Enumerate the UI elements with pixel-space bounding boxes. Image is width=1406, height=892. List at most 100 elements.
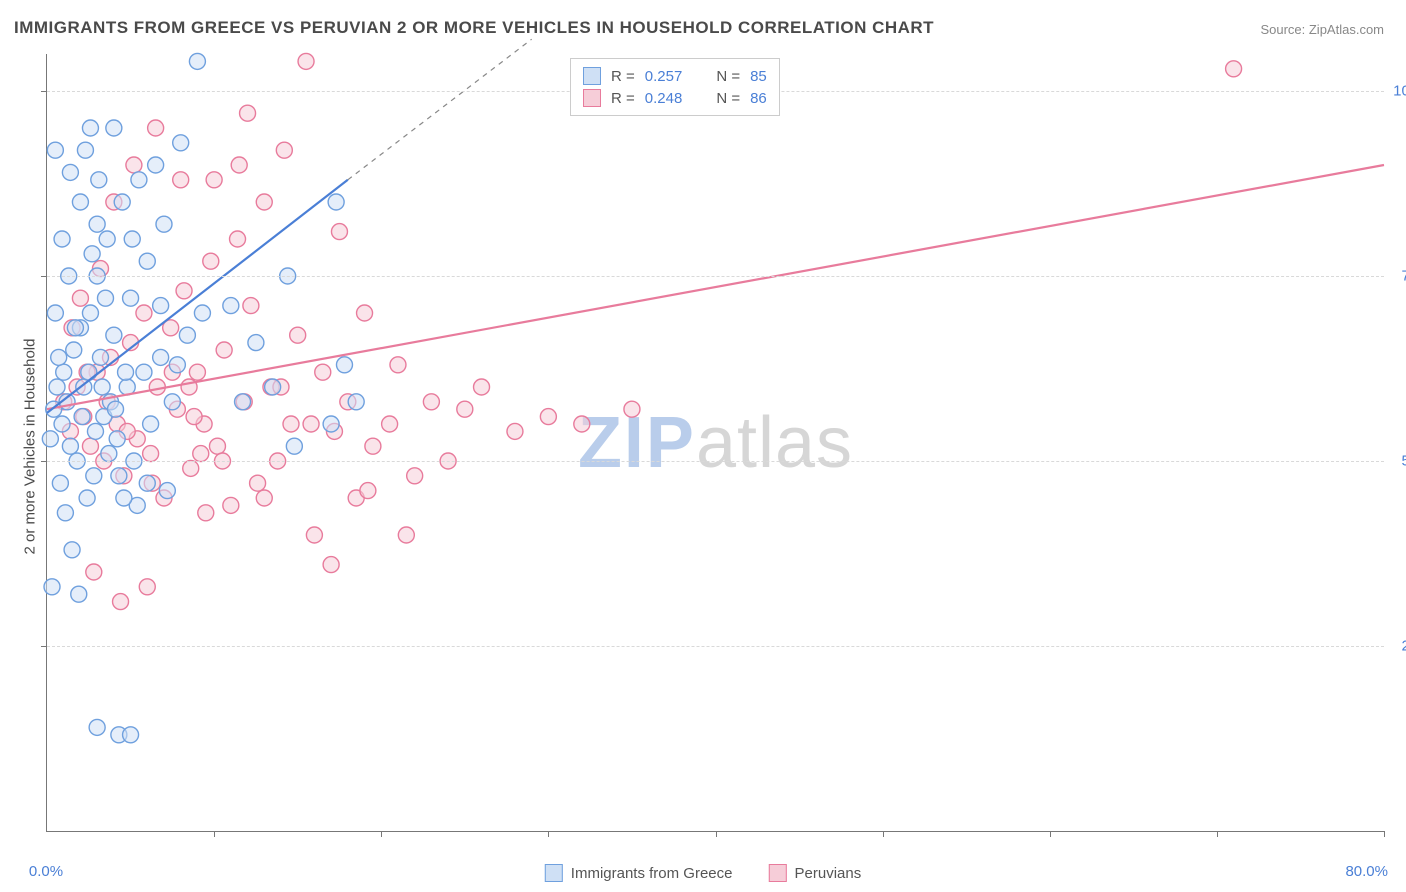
peruvian-point (209, 438, 225, 454)
greece-point (81, 364, 97, 380)
peruvian-point (230, 231, 246, 247)
legend-r-value: 0.248 (645, 90, 683, 107)
greece-point (57, 505, 73, 521)
greece-point (47, 142, 63, 158)
x-tick (1217, 831, 1218, 837)
peruvian-point (139, 579, 155, 595)
peruvian-point (474, 379, 490, 395)
greece-point (106, 327, 122, 343)
peruvian-point (250, 475, 266, 491)
greece-point (159, 483, 175, 499)
x-tick (883, 831, 884, 837)
peruvian-point (574, 416, 590, 432)
x-tick (381, 831, 382, 837)
greece-point (86, 468, 102, 484)
greece-point (44, 579, 60, 595)
y-axis-title-wrap: 2 or more Vehicles in Household (20, 0, 40, 892)
y-tick-label: 50.0% (1392, 453, 1406, 470)
greece-point (87, 423, 103, 439)
gridline-h (47, 461, 1384, 462)
peruvian-point (256, 490, 272, 506)
legend-swatch (583, 89, 601, 107)
gridline-h (47, 276, 1384, 277)
greece-point (148, 157, 164, 173)
x-tick (1050, 831, 1051, 837)
greece-point (56, 364, 72, 380)
greece-point (248, 335, 264, 351)
greece-point (62, 164, 78, 180)
greece-trend-extension (348, 39, 532, 180)
peruvian-point (176, 283, 192, 299)
greece-point (194, 305, 210, 321)
greece-point (94, 379, 110, 395)
peruvian-point (423, 394, 439, 410)
greece-point (336, 357, 352, 373)
greece-point (92, 349, 108, 365)
greece-point (136, 364, 152, 380)
chart-title: IMMIGRANTS FROM GREECE VS PERUVIAN 2 OR … (14, 18, 934, 38)
greece-point (47, 305, 63, 321)
greece-point (72, 194, 88, 210)
peruvian-point (126, 157, 142, 173)
peruvian-point (186, 409, 202, 425)
chart-svg (47, 54, 1384, 831)
series-legend-item: Peruvians (769, 864, 862, 882)
x-axis-max-label: 80.0% (1345, 863, 1388, 880)
greece-point (109, 431, 125, 447)
y-axis-title: 2 or more Vehicles in Household (22, 338, 39, 554)
peruvian-point (198, 505, 214, 521)
peruvian-point (540, 409, 556, 425)
peruvian-point (365, 438, 381, 454)
greece-point (108, 401, 124, 417)
greece-point (106, 120, 122, 136)
peruvian-point (240, 105, 256, 121)
plot-area: ZIPatlas 25.0%50.0%75.0%100.0% (46, 54, 1384, 832)
greece-point (131, 172, 147, 188)
greece-point (97, 290, 113, 306)
x-tick (716, 831, 717, 837)
peruvian-point (216, 342, 232, 358)
y-tick (41, 276, 47, 277)
greece-point (123, 290, 139, 306)
peruvian-point (173, 172, 189, 188)
peruvian-point (398, 527, 414, 543)
greece-point (79, 490, 95, 506)
greece-point (143, 416, 159, 432)
greece-point (54, 416, 70, 432)
greece-point (118, 364, 134, 380)
peruvian-point (203, 253, 219, 269)
greece-point (156, 216, 172, 232)
greece-point (101, 446, 117, 462)
greece-point (114, 194, 130, 210)
greece-point (286, 438, 302, 454)
greece-point (111, 468, 127, 484)
legend-n-value: 86 (750, 90, 767, 107)
peruvian-point (193, 446, 209, 462)
greece-point (153, 298, 169, 314)
correlation-legend-row: R =0.257N =85 (583, 65, 767, 87)
peruvian-point (136, 305, 152, 321)
greece-point (153, 349, 169, 365)
y-tick-label: 100.0% (1392, 83, 1406, 100)
peruvian-point (206, 172, 222, 188)
greece-point (124, 231, 140, 247)
legend-swatch (769, 864, 787, 882)
legend-n-label: N = (716, 90, 740, 107)
series-legend-item: Immigrants from Greece (545, 864, 733, 882)
peruvian-point (357, 305, 373, 321)
gridline-h (47, 646, 1384, 647)
y-tick-label: 75.0% (1392, 268, 1406, 285)
legend-swatch (545, 864, 563, 882)
y-tick (41, 461, 47, 462)
peruvian-point (624, 401, 640, 417)
greece-point (265, 379, 281, 395)
legend-r-label: R = (611, 90, 635, 107)
greece-point (235, 394, 251, 410)
series-legend: Immigrants from Greece Peruvians (545, 864, 861, 882)
greece-point (89, 216, 105, 232)
peruvian-point (86, 564, 102, 580)
peruvian-point (290, 327, 306, 343)
greece-point (62, 438, 78, 454)
greece-point (169, 357, 185, 373)
x-tick (548, 831, 549, 837)
